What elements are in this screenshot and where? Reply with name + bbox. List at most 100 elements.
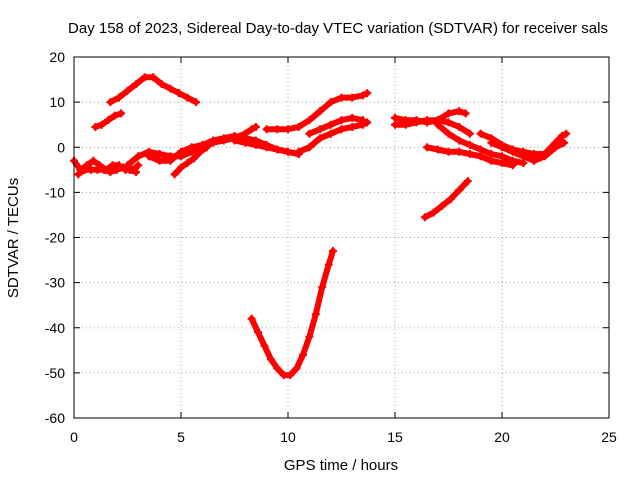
data-point [294,122,303,131]
data-point [298,350,307,359]
data-point [219,134,228,143]
data-point [251,122,260,131]
series-line [477,130,570,157]
data-point [348,122,357,131]
x-axis-label: GPS time / hours [284,457,398,474]
y-tick-label: -20 [45,230,65,246]
data-point [476,129,485,138]
data-point [155,150,164,159]
data-point [444,109,453,118]
series-arc-hump [106,73,200,107]
data-point [446,195,455,204]
series-arc-low-early-2 [74,163,141,179]
data-point [191,98,200,107]
x-tick-label: 15 [387,429,403,445]
data-point [326,120,335,129]
data-point [273,145,282,154]
data-point [251,140,260,149]
data-point [230,136,239,145]
data-point [348,113,357,122]
data-point [337,125,346,134]
data-point [358,116,367,125]
series-arc-low-rise [420,177,472,222]
series-arc-dip-5h [170,143,211,179]
data-point [106,98,115,107]
data-point [166,84,175,93]
data-point [540,152,549,161]
data-point [187,143,196,152]
data-point [254,328,263,337]
data-point [316,107,325,116]
data-point [420,213,429,222]
data-point [247,314,256,323]
data-point [157,80,166,89]
data-point [97,120,106,129]
data-point [284,147,292,156]
data-point [134,161,143,170]
data-point [286,371,295,380]
series-arc-late-2 [487,138,569,165]
data-point [324,260,333,269]
data-point [144,152,153,161]
data-point [438,201,447,210]
data-point [455,136,464,145]
data-point [476,145,485,154]
data-point [433,120,442,129]
data-point [498,159,506,168]
data-point [132,168,141,177]
y-tick-label: -40 [45,320,65,336]
data-point [444,147,453,156]
data-point [444,129,453,138]
data-point [305,143,314,152]
data-point [305,129,314,138]
data-point [455,107,464,116]
data-point [273,364,282,373]
data-point [487,156,496,165]
data-point [530,150,539,159]
data-point [196,147,205,156]
data-point [358,91,367,100]
data-point [316,134,325,143]
data-point [114,93,123,102]
data-point [305,332,314,341]
data-point [209,136,218,145]
data-point [318,283,327,292]
data-point [498,152,506,161]
data-point [498,143,506,152]
x-tick-label: 20 [494,429,510,445]
data-point [391,113,399,122]
x-tick-label: 0 [70,429,78,445]
data-point [140,73,149,82]
chart-title: Day 158 of 2023, Sidereal Day-to-day VTE… [68,20,608,37]
data-point [328,247,337,256]
data-point [557,131,566,140]
data-point [444,118,453,127]
data-point [487,138,496,147]
data-point [155,156,164,165]
data-point [560,138,569,147]
data-point [177,163,185,172]
series-arc-15-18-2 [391,116,474,138]
data-point [316,125,325,134]
data-point [174,89,183,98]
y-tick-label: -50 [45,365,65,381]
data-point [519,159,528,168]
data-point [429,208,438,217]
data-point [305,116,314,125]
data-points [70,73,571,380]
data-point [326,98,335,107]
y-axis-label: SDTVAR / TECUs [5,178,22,298]
x-tick-label: 5 [177,429,185,445]
data-point [91,122,100,131]
data-point [508,147,517,156]
data-point [294,147,303,156]
data-point [266,355,275,364]
data-point [455,122,464,131]
data-point [562,129,571,138]
series-arc-rise-9-14-3 [305,113,367,138]
data-point [391,120,399,129]
data-point [461,109,470,118]
data-point [99,165,108,174]
data-point [465,140,474,149]
